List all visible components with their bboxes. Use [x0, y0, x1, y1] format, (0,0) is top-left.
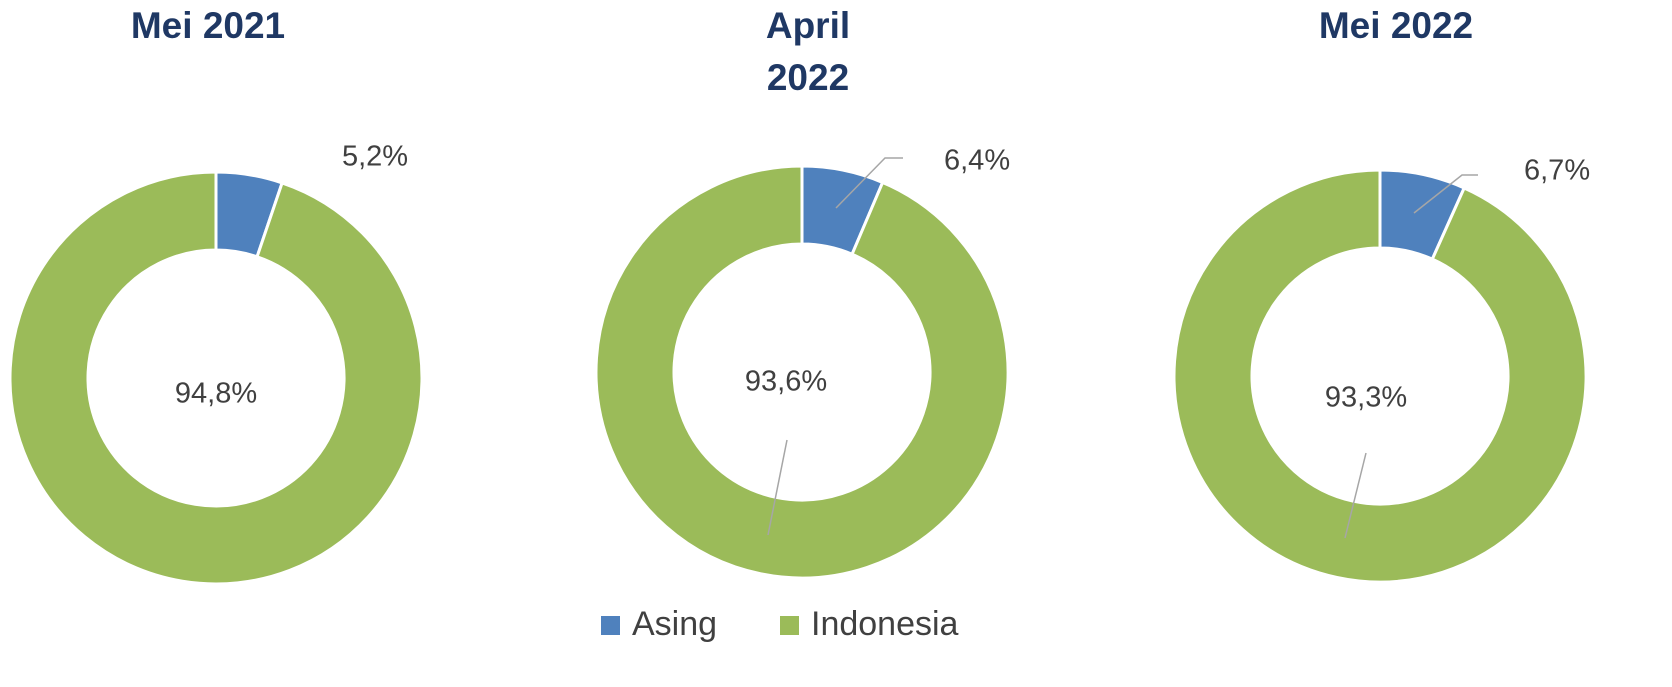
legend-swatch: [780, 616, 799, 635]
legend-swatch: [601, 616, 620, 635]
legend-label: Indonesia: [811, 605, 959, 643]
leader-line: [767, 439, 788, 536]
data-label: 94,8%: [175, 378, 257, 410]
legend-label: Asing: [632, 605, 717, 643]
chart-title: April 2022: [765, 5, 851, 98]
data-label: 6,7%: [1524, 155, 1590, 187]
leader-line: [1344, 452, 1367, 539]
chart-title: Mei 2021: [130, 5, 286, 46]
chart-title: Mei 2022: [1318, 5, 1474, 46]
donut-segment: [594, 164, 1010, 580]
data-label: 5,2%: [342, 141, 408, 173]
data-label: 93,6%: [745, 366, 827, 398]
leader-line: [1413, 174, 1478, 214]
donut-segment: [1172, 168, 1588, 584]
donut-segment: [8, 170, 424, 586]
data-label: 93,3%: [1325, 382, 1407, 414]
data-label: 6,4%: [944, 145, 1010, 177]
leader-line: [835, 157, 903, 209]
